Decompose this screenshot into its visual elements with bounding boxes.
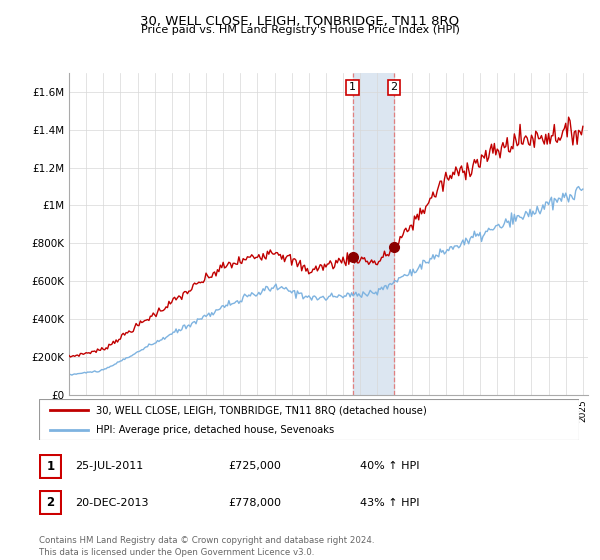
Text: Contains HM Land Registry data © Crown copyright and database right 2024.
This d: Contains HM Land Registry data © Crown c… <box>39 536 374 557</box>
Text: 20-DEC-2013: 20-DEC-2013 <box>75 498 149 507</box>
Text: £778,000: £778,000 <box>228 498 281 507</box>
Text: Price paid vs. HM Land Registry's House Price Index (HPI): Price paid vs. HM Land Registry's House … <box>140 25 460 35</box>
FancyBboxPatch shape <box>40 491 61 514</box>
FancyBboxPatch shape <box>39 399 579 440</box>
Text: 2: 2 <box>46 496 55 509</box>
FancyBboxPatch shape <box>40 455 61 478</box>
Text: 30, WELL CLOSE, LEIGH, TONBRIDGE, TN11 8RQ (detached house): 30, WELL CLOSE, LEIGH, TONBRIDGE, TN11 8… <box>96 405 427 415</box>
Text: 40% ↑ HPI: 40% ↑ HPI <box>360 461 419 471</box>
Text: 30, WELL CLOSE, LEIGH, TONBRIDGE, TN11 8RQ: 30, WELL CLOSE, LEIGH, TONBRIDGE, TN11 8… <box>140 14 460 27</box>
Bar <box>353 73 394 395</box>
Text: HPI: Average price, detached house, Sevenoaks: HPI: Average price, detached house, Seve… <box>96 424 334 435</box>
Text: 25-JUL-2011: 25-JUL-2011 <box>75 461 143 471</box>
Text: 43% ↑ HPI: 43% ↑ HPI <box>360 498 419 507</box>
Text: 2: 2 <box>391 82 397 92</box>
Text: 1: 1 <box>349 82 356 92</box>
Text: 1: 1 <box>46 460 55 473</box>
Text: £725,000: £725,000 <box>228 461 281 471</box>
